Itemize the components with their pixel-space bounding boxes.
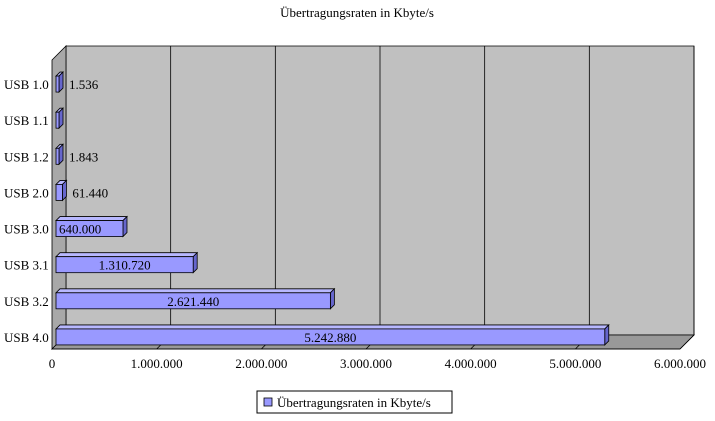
- bars: [55, 71, 610, 346]
- data-label: 1.310.720: [99, 258, 151, 273]
- legend-swatch: [263, 397, 273, 407]
- bar-side: [122, 215, 128, 238]
- category-labels: USB 1.0 USB 1.1 USB 1.2 USB 2.0 USB 3.0 USB 3…: [4, 77, 49, 345]
- bar-side: [58, 143, 64, 166]
- bar-side: [329, 287, 335, 310]
- gridline-floor: [679, 334, 695, 350]
- data-label: 2.621.440: [167, 294, 219, 309]
- x-tick-label: 6.000.000: [654, 356, 706, 371]
- bar-front: [55, 328, 606, 346]
- category-label: USB 3.2: [4, 294, 49, 309]
- bar: [55, 323, 610, 346]
- data-label: 1.536: [69, 77, 99, 92]
- bar: [55, 179, 68, 202]
- bar-side: [62, 179, 67, 202]
- bar: [55, 143, 64, 166]
- bar-front: [55, 111, 60, 129]
- data-label: 61.440: [72, 185, 108, 200]
- category-label: USB 2.0: [4, 185, 49, 200]
- data-labels: 1.536 1.843 61.440 640.000 1.310.720 2.621.44…: [59, 77, 356, 345]
- bar-front: [55, 256, 194, 274]
- chart-title: Übertragungsraten in Kbyte/s: [280, 5, 434, 20]
- x-tick-label: 4.000.000: [445, 356, 497, 371]
- category-label: USB 1.1: [4, 113, 49, 128]
- bar-side: [604, 323, 610, 346]
- category-label: USB 3.1: [4, 258, 49, 273]
- x-tick-label: 5.000.000: [549, 356, 601, 371]
- bar: [55, 287, 336, 310]
- x-tick-label: 1.000.000: [131, 356, 183, 371]
- bar-front: [55, 292, 331, 310]
- x-tick-labels: 0 1.000.000 2.000.000 3.000.000 4.000.000 5.0…: [49, 356, 706, 371]
- bar-side: [58, 71, 64, 94]
- x-tick-label: 3.000.000: [340, 356, 392, 371]
- category-label: USB 3.0: [4, 222, 49, 237]
- x-tick-label: 0: [49, 356, 56, 371]
- x-tick-label: 2.000.000: [235, 356, 287, 371]
- bar-front: [55, 184, 63, 201]
- data-label: 640.000: [59, 222, 101, 237]
- legend-box: [256, 390, 453, 414]
- category-label: USB 1.2: [4, 149, 49, 164]
- data-label: 1.843: [69, 149, 98, 164]
- bar-top: [55, 324, 610, 330]
- category-label: USB 1.0: [4, 77, 49, 92]
- bar-front: [55, 75, 60, 93]
- bar-front: [55, 220, 124, 237]
- bar-top: [55, 252, 199, 258]
- bar: [55, 107, 64, 130]
- bar: [55, 71, 64, 94]
- bar-side: [58, 107, 64, 130]
- category-label: USB 4.0: [4, 330, 49, 345]
- legend-label: Übertragungsraten in Kbyte/s: [277, 395, 431, 410]
- data-label: 5.242.880: [304, 330, 356, 345]
- bar: [55, 251, 199, 274]
- bar-top: [55, 216, 128, 221]
- bar-front: [55, 147, 60, 165]
- bar-top: [55, 288, 336, 294]
- bar: [55, 215, 128, 238]
- bar-side: [192, 251, 198, 274]
- legend: Übertragungsraten in Kbyte/s: [256, 390, 453, 414]
